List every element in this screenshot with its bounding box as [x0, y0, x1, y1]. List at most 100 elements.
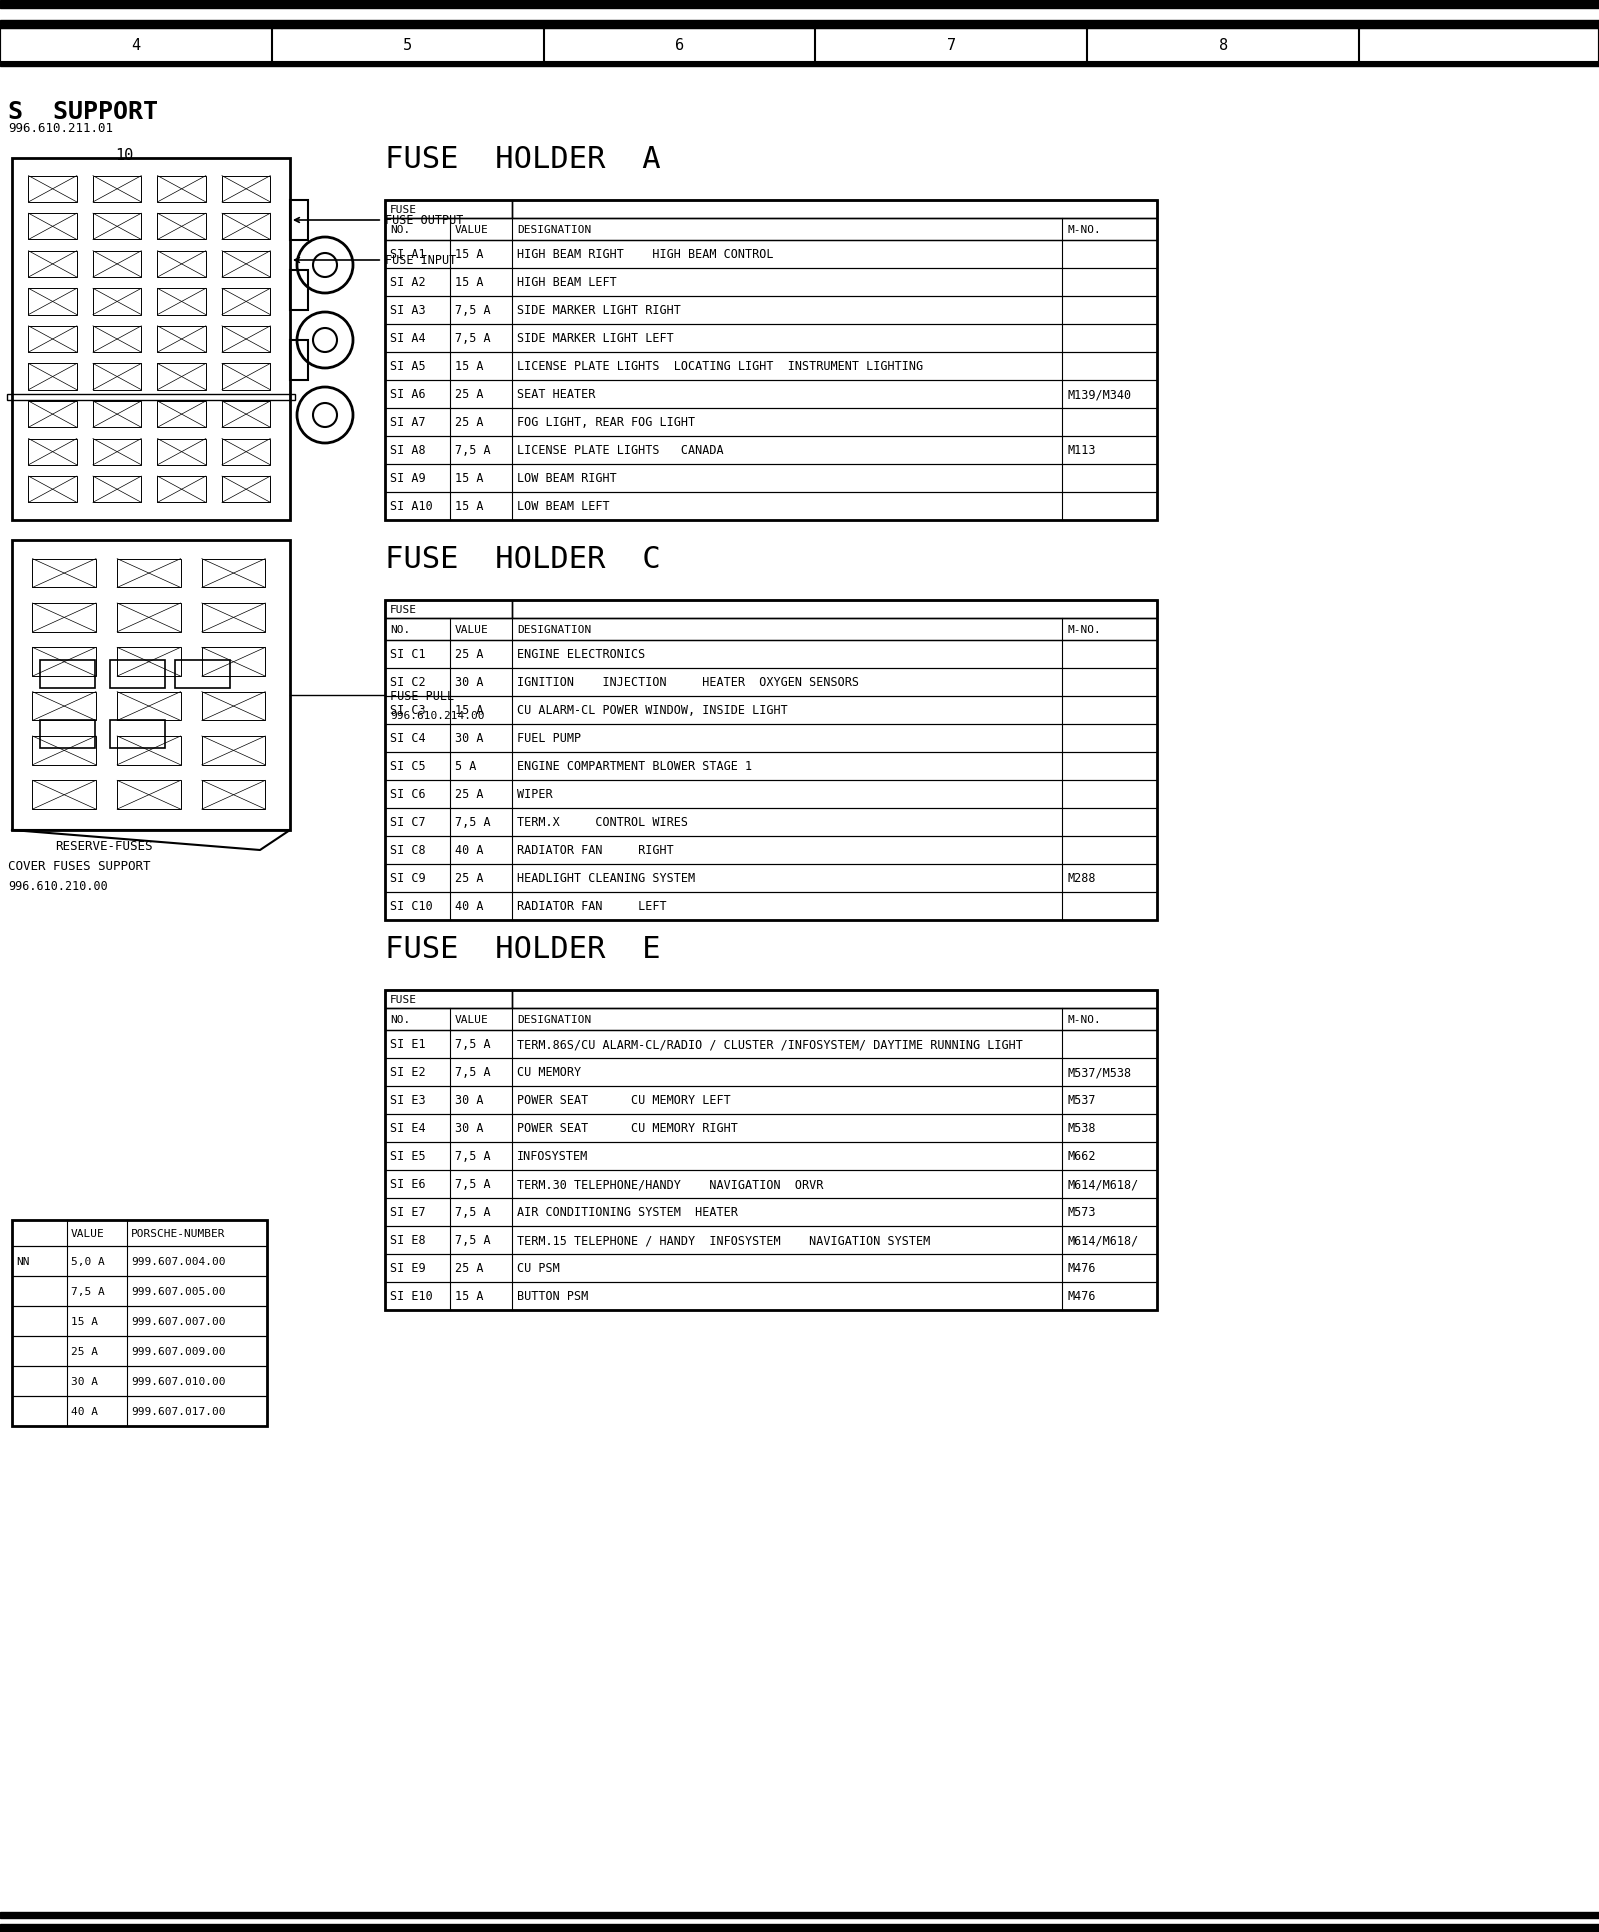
Bar — [40, 661, 94, 688]
Bar — [29, 475, 77, 502]
Bar — [385, 1009, 1158, 1030]
Bar — [117, 692, 181, 721]
Bar — [222, 213, 270, 240]
Text: 25 A: 25 A — [456, 649, 483, 661]
Bar — [385, 1142, 1158, 1171]
Text: TERM.15 TELEPHONE / HANDY  INFOSYSTEM    NAVIGATION SYSTEM: TERM.15 TELEPHONE / HANDY INFOSYSTEM NAV… — [516, 1235, 931, 1248]
Text: SI C2: SI C2 — [390, 676, 425, 690]
Text: SIDE MARKER LIGHT RIGHT: SIDE MARKER LIGHT RIGHT — [516, 305, 681, 317]
Bar — [29, 288, 77, 315]
Bar — [385, 1254, 1158, 1283]
Text: 7,5 A: 7,5 A — [456, 444, 491, 458]
Text: 15 A: 15 A — [456, 361, 483, 373]
Text: SI E2: SI E2 — [390, 1066, 425, 1080]
Text: 25 A: 25 A — [456, 417, 483, 429]
Text: M614/M618/: M614/M618/ — [1067, 1235, 1138, 1248]
Bar — [512, 201, 1158, 218]
Bar — [93, 475, 141, 502]
Bar — [289, 201, 309, 240]
Text: RADIATOR FAN     RIGHT: RADIATOR FAN RIGHT — [516, 844, 673, 858]
Bar — [222, 176, 270, 203]
Text: LOW BEAM RIGHT: LOW BEAM RIGHT — [516, 473, 617, 485]
Text: VALUE: VALUE — [70, 1229, 106, 1238]
Text: NO.: NO. — [390, 624, 411, 636]
Bar — [385, 325, 1158, 352]
Text: DESIGNATION: DESIGNATION — [516, 624, 592, 636]
Text: 999.607.004.00: 999.607.004.00 — [131, 1258, 225, 1267]
Text: VALUE: VALUE — [456, 224, 489, 236]
Bar — [385, 601, 512, 618]
Bar — [385, 493, 1158, 520]
Text: 7,5 A: 7,5 A — [456, 1066, 491, 1080]
Bar — [385, 639, 1158, 668]
Text: 7,5 A: 7,5 A — [456, 305, 491, 317]
Text: FUSE: FUSE — [390, 995, 417, 1005]
Text: SI A2: SI A2 — [390, 276, 425, 290]
Text: 15 A: 15 A — [70, 1318, 98, 1327]
Text: BUTTON PSM: BUTTON PSM — [516, 1291, 588, 1304]
Bar — [32, 603, 96, 632]
Text: SI A5: SI A5 — [390, 361, 425, 373]
Bar — [13, 1397, 267, 1426]
Bar — [385, 437, 1158, 464]
Bar — [110, 721, 165, 748]
Text: M-NO.: M-NO. — [1067, 624, 1100, 636]
Bar — [289, 340, 309, 381]
Text: 7,5 A: 7,5 A — [456, 1206, 491, 1219]
Text: SI A8: SI A8 — [390, 444, 425, 458]
Bar — [385, 696, 1158, 724]
Text: 15 A: 15 A — [456, 276, 483, 290]
Text: ENGINE ELECTRONICS: ENGINE ELECTRONICS — [516, 649, 646, 661]
Text: M614/M618/: M614/M618/ — [1067, 1179, 1138, 1192]
Bar — [117, 736, 181, 765]
Text: 7,5 A: 7,5 A — [456, 1179, 491, 1192]
Text: 6: 6 — [675, 37, 684, 52]
Text: SI E8: SI E8 — [390, 1235, 425, 1248]
Text: M-NO.: M-NO. — [1067, 224, 1100, 236]
Text: 30 A: 30 A — [70, 1378, 98, 1387]
Bar — [93, 327, 141, 352]
Bar — [201, 781, 265, 810]
Bar — [201, 736, 265, 765]
Text: INFOSYSTEM: INFOSYSTEM — [516, 1150, 588, 1163]
Bar — [385, 893, 1158, 920]
Text: ENGINE COMPARTMENT BLOWER STAGE 1: ENGINE COMPARTMENT BLOWER STAGE 1 — [516, 761, 752, 773]
Text: VALUE: VALUE — [456, 624, 489, 636]
Bar — [385, 752, 1158, 781]
Bar — [222, 363, 270, 390]
Bar — [13, 1275, 267, 1306]
Text: 25 A: 25 A — [456, 788, 483, 802]
Bar — [222, 288, 270, 315]
Text: 7,5 A: 7,5 A — [456, 1039, 491, 1051]
Bar — [385, 201, 512, 218]
Text: LICENSE PLATE LIGHTS  LOCATING LIGHT  INSTRUMENT LIGHTING: LICENSE PLATE LIGHTS LOCATING LIGHT INST… — [516, 361, 923, 373]
Text: SI A1: SI A1 — [390, 249, 425, 261]
Text: CU ALARM-CL POWER WINDOW, INSIDE LIGHT: CU ALARM-CL POWER WINDOW, INSIDE LIGHT — [516, 705, 788, 717]
Text: CU MEMORY: CU MEMORY — [516, 1066, 580, 1080]
Text: 15 A: 15 A — [456, 1291, 483, 1304]
Text: 4: 4 — [131, 37, 141, 52]
Text: M573: M573 — [1067, 1206, 1095, 1219]
Text: 5 A: 5 A — [456, 761, 477, 773]
Bar — [222, 402, 270, 427]
Text: RESERVE-FUSES: RESERVE-FUSES — [54, 840, 152, 854]
Text: 25 A: 25 A — [70, 1347, 98, 1356]
Bar — [93, 251, 141, 276]
Text: SI E7: SI E7 — [390, 1206, 425, 1219]
Bar — [0, 27, 1599, 62]
Text: 15 A: 15 A — [456, 473, 483, 485]
Text: FUSE INPUT: FUSE INPUT — [294, 253, 456, 267]
Bar — [157, 288, 206, 315]
Text: SI C8: SI C8 — [390, 844, 425, 858]
Bar — [32, 692, 96, 721]
Text: COVER FUSES SUPPORT: COVER FUSES SUPPORT — [8, 860, 150, 873]
Text: 5: 5 — [403, 37, 413, 52]
Text: SI E10: SI E10 — [390, 1291, 433, 1304]
Bar — [0, 0, 1599, 8]
Text: LOW BEAM LEFT: LOW BEAM LEFT — [516, 500, 609, 514]
Text: SI C5: SI C5 — [390, 761, 425, 773]
Text: SI C6: SI C6 — [390, 788, 425, 802]
Text: S  SUPPORT: S SUPPORT — [8, 100, 158, 124]
Bar — [13, 1219, 267, 1426]
Text: 999.607.010.00: 999.607.010.00 — [131, 1378, 225, 1387]
